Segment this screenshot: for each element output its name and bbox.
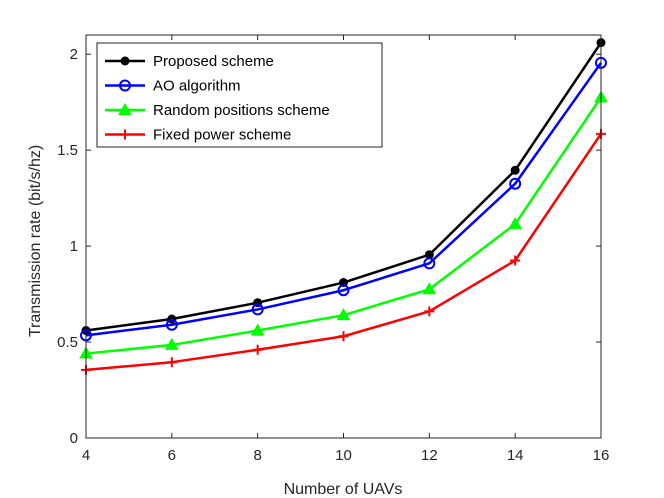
legend-swatch-marker: [120, 129, 130, 140]
x-tick-label: 6: [168, 447, 176, 464]
data-point: [423, 257, 436, 270]
data-point: [336, 308, 351, 321]
data-point: [250, 323, 265, 336]
y-tick-label: 2: [70, 46, 78, 63]
legend-swatch-marker: [119, 79, 131, 92]
legend-label: Fixed power scheme: [153, 127, 291, 144]
legend-entry-1: AO algorithm: [105, 78, 241, 95]
data-point: [509, 177, 522, 190]
data-point: [252, 344, 263, 355]
legend: Proposed scheme AO algorithm Random positi…: [96, 42, 383, 148]
data-point: [164, 337, 179, 350]
data-point: [422, 282, 437, 295]
series-layer: [79, 38, 608, 375]
y-axis-label: Transmission rate (bit/s/hz): [27, 145, 44, 337]
axes-layer: 4 6 8 10 12 14 16 0 0.5 1 1.5 2: [57, 34, 610, 464]
data-point: [337, 284, 350, 297]
data-point: [251, 303, 264, 316]
x-tick-label: 14: [507, 447, 524, 464]
y-tick-label: 1.5: [57, 142, 78, 159]
legend-swatch-marker: [118, 102, 132, 115]
legend-entry-3: Fixed power scheme: [105, 127, 291, 144]
x-tick-label: 10: [335, 447, 352, 464]
x-axis-label: Number of UAVs: [284, 481, 403, 498]
data-point: [338, 331, 349, 342]
x-tick-label: 16: [593, 447, 610, 464]
legend-entry-2: Random positions scheme: [105, 102, 330, 119]
legend-label: Proposed scheme: [153, 53, 274, 70]
y-tick-label: 0: [70, 430, 78, 447]
x-tick-label: 12: [421, 447, 438, 464]
data-point: [510, 255, 521, 266]
legend-label: Random positions scheme: [153, 102, 330, 119]
data-point: [508, 217, 523, 230]
data-point: [339, 278, 348, 288]
data-point: [165, 318, 178, 331]
data-point: [166, 357, 177, 368]
y-tick-label: 1: [70, 238, 78, 255]
series-line: [85, 62, 603, 337]
data-point: [510, 165, 520, 175]
legend-entry-0: Proposed scheme: [105, 53, 274, 70]
x-tick-label: 8: [253, 447, 261, 464]
legend-label: AO algorithm: [153, 78, 241, 95]
data-point: [424, 306, 435, 317]
legend-swatch-marker: [120, 56, 130, 66]
y-tick-label: 0.5: [57, 334, 78, 351]
x-tick-label: 4: [82, 447, 90, 464]
